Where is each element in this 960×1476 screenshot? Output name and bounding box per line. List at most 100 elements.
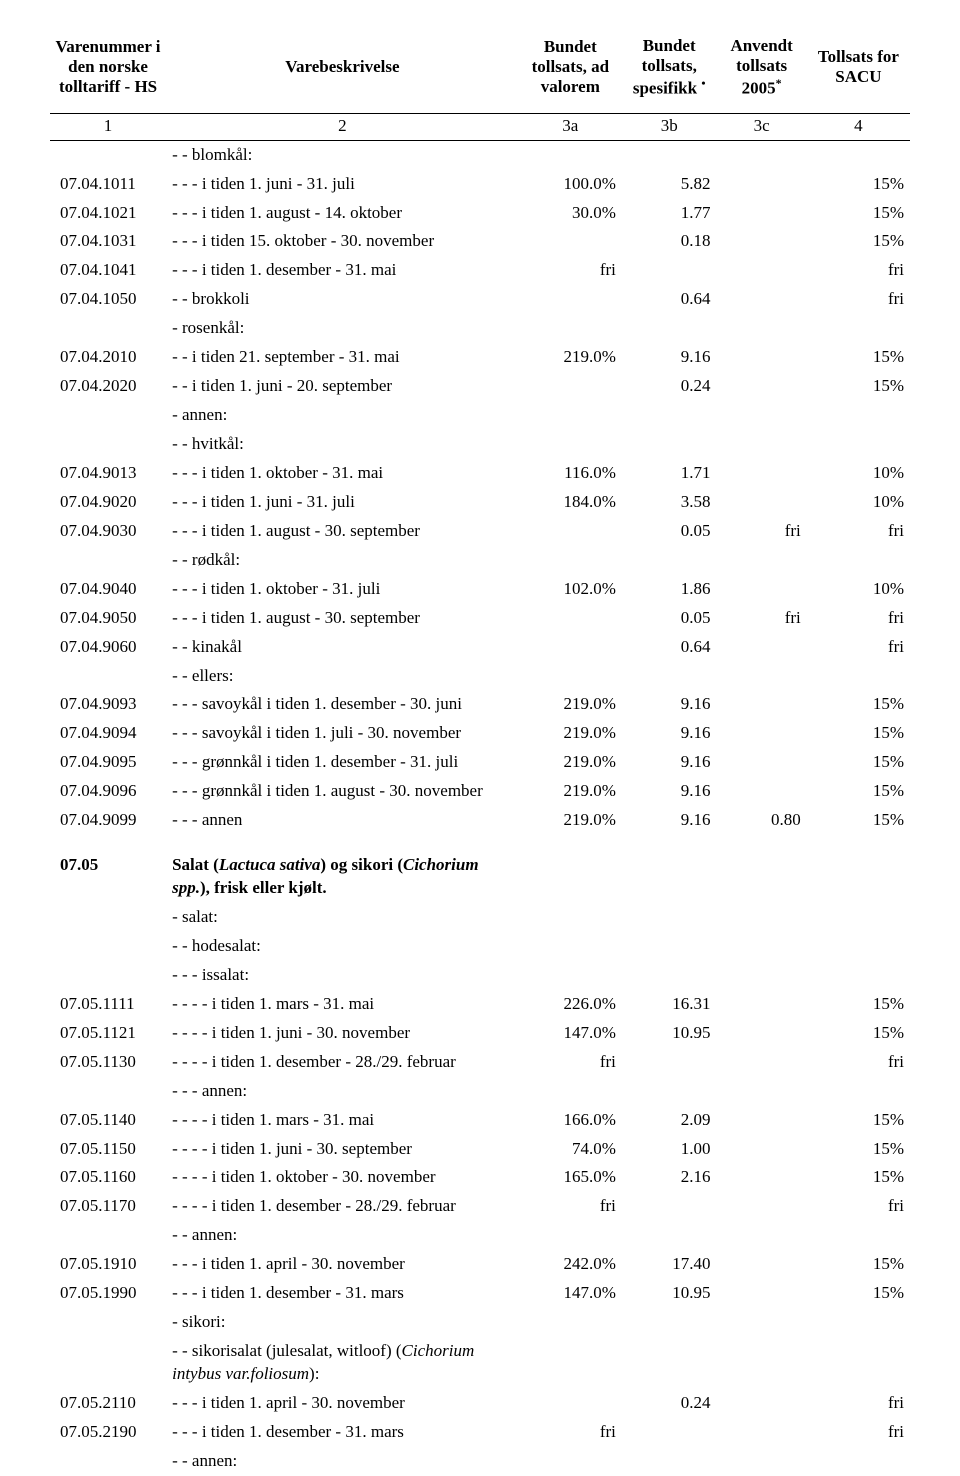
- cell-c3a: [519, 314, 622, 343]
- table-row: 07.04.1011- - - i tiden 1. juni - 31. ju…: [50, 170, 910, 199]
- cell-c4: [807, 932, 910, 961]
- tariff-page: Varenummer i den norske tolltariff - HS …: [0, 0, 960, 1368]
- cell-desc: - - - i tiden 1. desember - 31. mai: [166, 256, 519, 285]
- cell-desc: - - - i tiden 1. juni - 31. juli: [166, 170, 519, 199]
- cell-c3c: [716, 1192, 806, 1221]
- table-row: 07.05.2190- - - i tiden 1. desember - 31…: [50, 1418, 910, 1447]
- cell-c3a: [519, 932, 622, 961]
- cell-c4: [807, 401, 910, 430]
- table-row: 07.04.9095- - - grønnkål i tiden 1. dese…: [50, 748, 910, 777]
- cell-desc: - - - i tiden 1. desember - 31. mars: [166, 1279, 519, 1308]
- cell-c3a: fri: [519, 1048, 622, 1077]
- table-row: 07.04.9060- - kinakål0.64fri: [50, 633, 910, 662]
- col-header-3b: Bundet tollsats, spesifikk •: [622, 30, 717, 113]
- cell-c4: 15%: [807, 1135, 910, 1164]
- cell-c3b: 1.86: [622, 575, 717, 604]
- cell-desc: - - - i tiden 1. oktober - 31. juli: [166, 575, 519, 604]
- cell-c3c: [716, 1135, 806, 1164]
- cell-desc: - - - i tiden 1. juni - 31. juli: [166, 488, 519, 517]
- cell-c3a: [519, 1389, 622, 1418]
- table-row: - salat:: [50, 903, 910, 932]
- cell-c3b: [622, 1192, 717, 1221]
- cell-c3a: 219.0%: [519, 719, 622, 748]
- cell-c3a: [519, 662, 622, 691]
- cell-c4: 10%: [807, 488, 910, 517]
- cell-c3a: [519, 1221, 622, 1250]
- heading-desc-part: Lactuca sativa: [219, 855, 321, 874]
- cell-c4: [807, 1077, 910, 1106]
- cell-desc: - - - annen: [166, 806, 519, 835]
- cell-c3c: [716, 256, 806, 285]
- table-row: 07.05.1130- - - - i tiden 1. desember - …: [50, 1048, 910, 1077]
- cell-c3b: 0.18: [622, 227, 717, 256]
- cell-code: [50, 1221, 166, 1250]
- cell-code: 07.05.1170: [50, 1192, 166, 1221]
- table-row: 07.04.9050- - - i tiden 1. august - 30. …: [50, 604, 910, 633]
- table-row: 07.04.2010- - i tiden 21. september - 31…: [50, 343, 910, 372]
- cell-c4: fri: [807, 1192, 910, 1221]
- table-row: [50, 835, 910, 851]
- cell-desc: - - i tiden 1. juni - 20. september: [166, 372, 519, 401]
- cell-c3c: [716, 575, 806, 604]
- cell-c3c: [716, 227, 806, 256]
- cell-code: 07.04.1021: [50, 199, 166, 228]
- cell-c3a: [519, 903, 622, 932]
- table-row: 07.05.1160- - - - i tiden 1. oktober - 3…: [50, 1163, 910, 1192]
- cell-code: 07.05.1990: [50, 1279, 166, 1308]
- cell-desc: - - - issalat:: [166, 961, 519, 990]
- cell-c4: 15%: [807, 690, 910, 719]
- cell-desc: - - ellers:: [166, 662, 519, 691]
- cell-desc: - - annen:: [166, 1221, 519, 1250]
- heading-desc-part: Salat (: [172, 855, 219, 874]
- table-row: 07.05.1140- - - - i tiden 1. mars - 31. …: [50, 1106, 910, 1135]
- cell-c4: 10%: [807, 575, 910, 604]
- cell-c3b: [622, 961, 717, 990]
- cell-c3c: [716, 401, 806, 430]
- cell-c3c: [716, 777, 806, 806]
- cell-desc: - sikori:: [166, 1308, 519, 1337]
- cell-c3a: 226.0%: [519, 990, 622, 1019]
- cell-c3c: [716, 690, 806, 719]
- subheader-4: 4: [807, 113, 910, 140]
- table-row: - - hodesalat:: [50, 932, 910, 961]
- cell-c3b: 16.31: [622, 990, 717, 1019]
- cell-c3c: [716, 314, 806, 343]
- cell-c3a: 102.0%: [519, 575, 622, 604]
- cell-c3c: fri: [716, 604, 806, 633]
- cell-code: 07.04.9094: [50, 719, 166, 748]
- cell-c3a: [519, 961, 622, 990]
- cell-c3b: [622, 256, 717, 285]
- cell-c4: 15%: [807, 343, 910, 372]
- cell-c3c: [716, 1163, 806, 1192]
- cell-c3c: [716, 1337, 806, 1389]
- subheader-3b: 3b: [622, 113, 717, 140]
- cell-c3a: [519, 604, 622, 633]
- cell-desc: - - - i tiden 1. august - 30. september: [166, 517, 519, 546]
- cell-c3b: [622, 1077, 717, 1106]
- cell-code: 07.05.1140: [50, 1106, 166, 1135]
- cell-c4: fri: [807, 604, 910, 633]
- table-row: - - - issalat:: [50, 961, 910, 990]
- cell-c3b: [622, 430, 717, 459]
- cell-c3b: 3.58: [622, 488, 717, 517]
- cell-c3b: 9.16: [622, 806, 717, 835]
- cell-c3a: 219.0%: [519, 806, 622, 835]
- cell-c3c: [716, 1106, 806, 1135]
- cell-code: 07.05.1130: [50, 1048, 166, 1077]
- cell-code: [50, 932, 166, 961]
- cell-c3a: [519, 140, 622, 169]
- cell-c3a: [519, 633, 622, 662]
- cell-c4: [807, 961, 910, 990]
- heading-empty-cell: [622, 851, 717, 903]
- cell-c3c: [716, 633, 806, 662]
- cell-c3a: [519, 1337, 622, 1389]
- table-row: - - ellers:: [50, 662, 910, 691]
- cell-c4: fri: [807, 256, 910, 285]
- cell-code: [50, 903, 166, 932]
- table-row: 07.05Salat (Lactuca sativa) og sikori (C…: [50, 851, 910, 903]
- cell-desc: - - blomkål:: [166, 140, 519, 169]
- cell-c3b: 10.95: [622, 1279, 717, 1308]
- heading-empty-cell: [807, 851, 910, 903]
- cell-c3a: 165.0%: [519, 1163, 622, 1192]
- col-header-4: Tollsats for SACU: [807, 30, 910, 113]
